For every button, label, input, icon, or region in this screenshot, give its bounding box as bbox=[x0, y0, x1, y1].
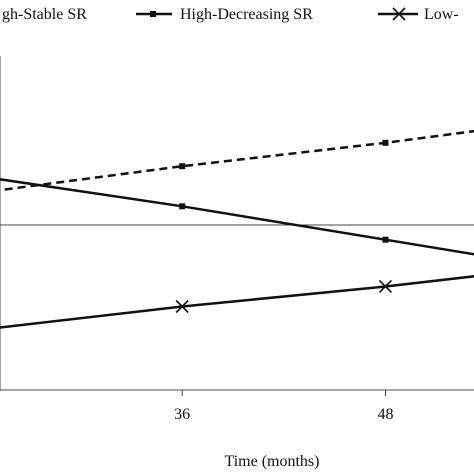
legend-label-high-stable: gh-Stable SR bbox=[2, 6, 87, 23]
series-line-2 bbox=[0, 275, 474, 329]
legend: gh-Stable SR High-Decreasing SR Low- bbox=[2, 6, 459, 23]
legend-marker-high-decreasing bbox=[150, 11, 156, 17]
series-1-point-2 bbox=[382, 236, 389, 243]
series-line-0 bbox=[0, 129, 474, 192]
data-series bbox=[0, 129, 474, 329]
x-axis-ticks: 243648 bbox=[174, 390, 393, 423]
x-axis-label: Time (months) bbox=[225, 453, 320, 470]
series-2-point-1 bbox=[175, 299, 189, 314]
series-2-point-2 bbox=[378, 279, 393, 294]
series-0-point-2 bbox=[382, 139, 389, 146]
legend-item-high-decreasing: High-Decreasing SR bbox=[136, 6, 313, 23]
legend-label-high-decreasing: High-Decreasing SR bbox=[180, 6, 313, 23]
x-tick-label-36: 36 bbox=[174, 406, 190, 423]
series-1-point-1 bbox=[179, 203, 186, 210]
series-0-point-1 bbox=[179, 163, 186, 170]
x-tick-label-48: 48 bbox=[377, 406, 393, 423]
legend-item-high-stable: gh-Stable SR bbox=[2, 6, 87, 23]
legend-marker-low bbox=[392, 7, 406, 21]
legend-label-low: Low- bbox=[424, 6, 459, 23]
series-line-1 bbox=[0, 178, 474, 256]
legend-item-low: Low- bbox=[378, 6, 459, 23]
